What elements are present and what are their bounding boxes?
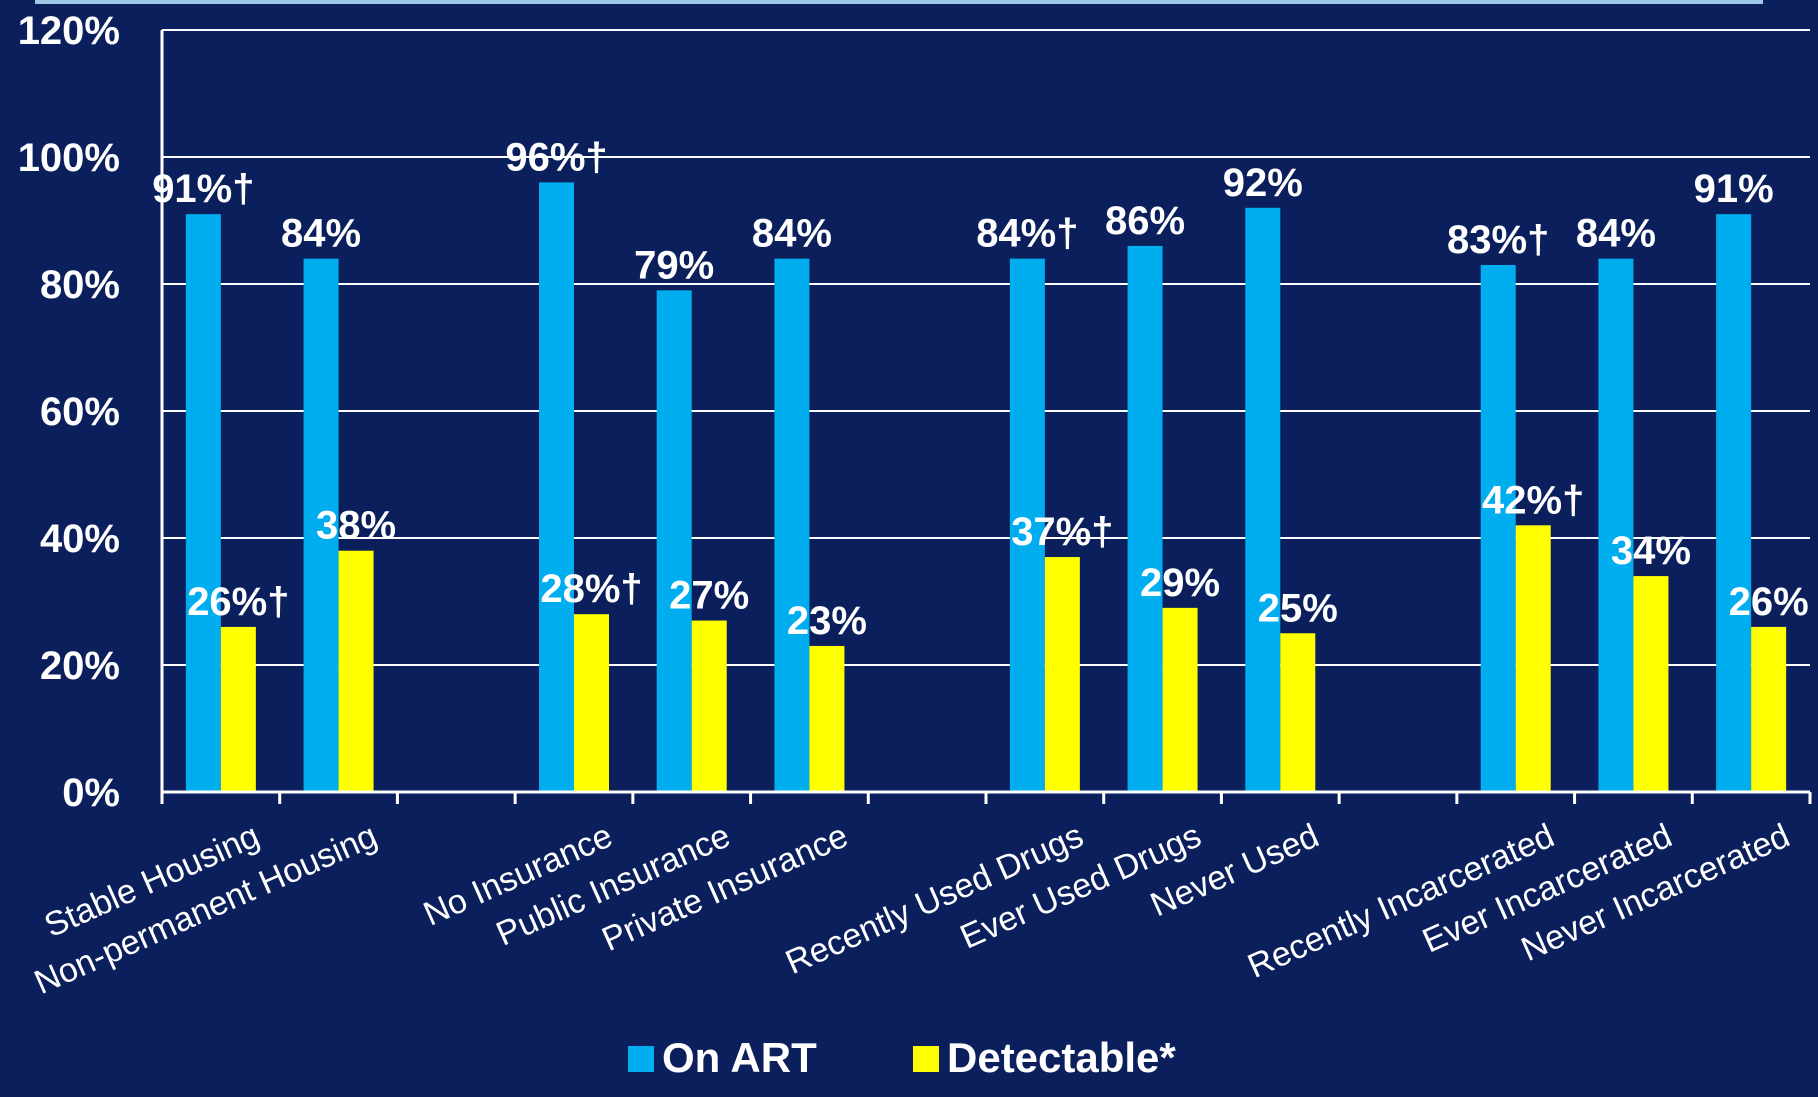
data-label: 23% <box>787 599 867 643</box>
bar-on-art <box>1480 264 1516 792</box>
y-tick-label: 20% <box>40 644 120 688</box>
data-label: 34% <box>1611 529 1691 573</box>
data-label: 84% <box>1576 212 1656 256</box>
data-label: 84%† <box>976 212 1078 256</box>
data-label: 91%† <box>152 167 254 211</box>
data-label: 92% <box>1223 161 1303 205</box>
data-label: 42%† <box>1482 478 1584 522</box>
data-labels: 91%† 26%† 84% 38% 96%† 28%† 79% 27% 84% 23% 84%† 37… <box>152 135 1808 643</box>
bar-detectable <box>1751 626 1787 792</box>
y-tick-label: 100% <box>18 136 120 180</box>
bar-detectable <box>1633 576 1669 792</box>
bar-detectable <box>574 614 609 792</box>
top-border-strip <box>35 0 1763 4</box>
bar-on-art <box>1009 258 1045 793</box>
y-tick-label: 80% <box>40 263 120 307</box>
bar-detectable <box>220 626 256 792</box>
legend-label: On ART <box>662 1034 817 1081</box>
data-label: 96%† <box>505 135 607 179</box>
data-label: 27% <box>669 574 749 618</box>
bar-detectable <box>338 550 374 792</box>
legend-swatch-on-art <box>628 1046 654 1072</box>
data-label: 25% <box>1258 586 1338 630</box>
data-label: 79% <box>634 243 714 287</box>
y-tick-label: 40% <box>40 517 120 561</box>
legend-swatch-detectable <box>913 1046 939 1072</box>
bars <box>185 182 1787 793</box>
bar-on-art <box>303 258 339 793</box>
data-label: 84% <box>281 212 361 256</box>
data-label: 83%† <box>1447 218 1549 262</box>
bar-on-art <box>185 214 221 792</box>
bar-detectable <box>1280 633 1316 792</box>
data-label: 91% <box>1694 167 1774 211</box>
data-label: 86% <box>1105 199 1185 243</box>
bar-detectable <box>1162 607 1198 792</box>
data-label: 26%† <box>187 580 289 624</box>
data-label: 26% <box>1729 580 1809 624</box>
y-tick-label: 60% <box>40 390 120 434</box>
bar-on-art <box>539 182 574 792</box>
legend-label: Detectable* <box>947 1034 1176 1081</box>
bar-detectable <box>1044 557 1080 792</box>
data-label: 84% <box>752 212 832 256</box>
axes <box>160 30 1812 804</box>
bar-on-art <box>1598 258 1634 793</box>
bar-detectable <box>691 620 727 792</box>
legend: On ART Detectable* <box>628 1034 1176 1081</box>
data-label: 38% <box>316 504 396 548</box>
data-label: 37%† <box>1011 510 1113 554</box>
bar-on-art <box>656 290 692 792</box>
bar-on-art <box>774 258 810 793</box>
y-tick-label: 0% <box>62 771 120 815</box>
data-label: 29% <box>1140 561 1220 605</box>
bar-on-art <box>1716 214 1752 792</box>
gridlines <box>162 29 1810 666</box>
bar-detectable <box>1515 525 1551 792</box>
bar-on-art <box>1245 207 1281 793</box>
y-tick-label: 120% <box>18 9 120 53</box>
bar-detectable <box>809 645 845 792</box>
data-label: 28%† <box>540 567 642 611</box>
y-axis-ticks: 0% 20% 40% 60% 80% 100% 120% <box>18 9 120 815</box>
bar-on-art <box>1127 245 1163 792</box>
